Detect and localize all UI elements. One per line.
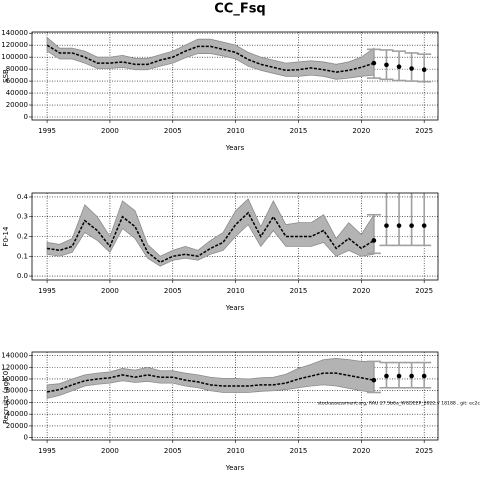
y-tick-label: 0.4 (17, 193, 29, 201)
y-tick-label: 40000 (6, 410, 28, 418)
x-tick-label: 1995 (38, 287, 56, 295)
x-tick-label: 2000 (101, 447, 119, 455)
forecast-point (409, 373, 414, 379)
x-tick-label: 2025 (415, 287, 433, 295)
y-tick-label: 0.2 (17, 233, 28, 241)
x-tick-label: 2015 (290, 447, 308, 455)
y-axis-label: SSB (2, 69, 10, 83)
y-tick-label: 100000 (1, 375, 28, 383)
y-tick-label: 0 (24, 434, 28, 442)
x-tick-label: 2025 (415, 447, 433, 455)
plot-frame (31, 351, 439, 441)
y-tick-label: 20000 (6, 422, 28, 430)
y-tick-label: 60000 (6, 398, 28, 406)
forecast-point (409, 66, 414, 71)
y-tick-label: 0.0 (17, 272, 28, 280)
y-axis-label: Recruits (age 0) (2, 368, 10, 424)
x-axis-label: Years (225, 144, 245, 152)
y-tick-label: 0.1 (17, 252, 28, 260)
y-axis-label: F0-14 (2, 226, 10, 246)
x-axis-label: Years (225, 304, 245, 312)
forecast-point (396, 373, 402, 379)
x-tick-label: 2010 (227, 127, 245, 135)
y-tick-label: 120000 (1, 41, 28, 49)
plot-area (32, 352, 438, 440)
y-tick-label: 20000 (6, 101, 28, 109)
forecast-point (384, 62, 389, 68)
forecast-point (371, 60, 377, 66)
x-tick-label: 2005 (164, 447, 182, 455)
forecast-point (421, 223, 427, 228)
figure-title: CC_Fsq (214, 2, 266, 17)
x-tick-label: 2010 (227, 447, 245, 455)
y-tick-label: 80000 (6, 387, 28, 395)
x-tick-label: 2020 (352, 127, 370, 135)
x-tick-label: 2020 (352, 287, 370, 295)
estimate-line (46, 44, 375, 73)
annotation: stockassessment.org, RAU 27.5b6a_WGDEEP_… (318, 401, 480, 407)
y-tick-label: 40000 (6, 89, 28, 97)
x-tick-label: 2000 (101, 127, 119, 135)
forecast-point (384, 223, 389, 228)
x-tick-label: 2000 (101, 287, 119, 295)
y-tick-label: 60000 (6, 77, 28, 85)
forecast-point (421, 373, 427, 379)
y-tick-label: 100000 (1, 53, 28, 61)
y-tick-label: 140000 (1, 29, 28, 37)
y-tick-label: 120000 (1, 363, 28, 371)
forecast-point (396, 223, 402, 228)
x-tick-label: 2005 (164, 127, 182, 135)
confidence-band (46, 198, 375, 267)
forecast-point (409, 223, 414, 228)
estimate-line (46, 211, 375, 264)
x-tick-label: 2015 (290, 127, 308, 135)
x-axis-label: Years (225, 464, 245, 472)
x-tick-label: 1995 (38, 447, 56, 455)
plot-frame (31, 192, 439, 281)
confidence-band (46, 36, 375, 80)
x-tick-label: 2015 (290, 287, 308, 295)
plot-area (32, 32, 438, 120)
forecast-point (384, 373, 389, 379)
y-tick-label: 0.3 (17, 213, 28, 221)
x-tick-label: 1995 (38, 127, 56, 135)
confidence-band (46, 358, 375, 399)
plot-area (32, 193, 438, 280)
estimate-line (46, 372, 375, 393)
forecast-point (371, 238, 377, 243)
forecast-point (421, 67, 427, 73)
y-tick-label: 80000 (6, 65, 28, 73)
x-tick-label: 2010 (227, 287, 245, 295)
forecast-point (371, 377, 377, 383)
forecast-point (396, 64, 402, 70)
plot-frame (31, 31, 439, 121)
x-tick-label: 2020 (352, 447, 370, 455)
x-tick-label: 2005 (164, 287, 182, 295)
y-tick-label: 140000 (1, 352, 28, 360)
y-tick-label: 0 (24, 113, 28, 121)
x-tick-label: 2025 (415, 127, 433, 135)
